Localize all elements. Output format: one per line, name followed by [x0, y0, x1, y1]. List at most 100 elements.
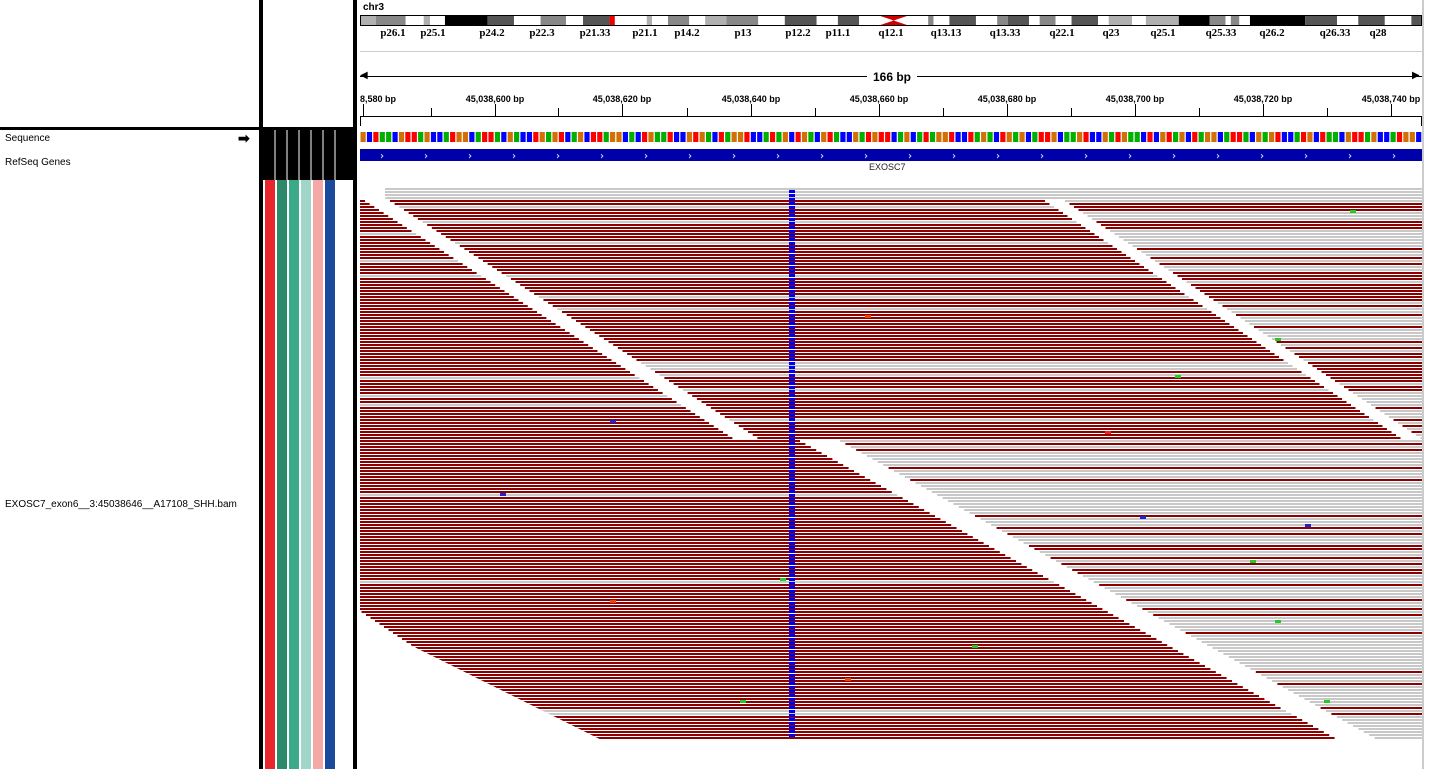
ideogram-band [1384, 16, 1412, 25]
ruler-tick-label: 45,038,720 bp [1233, 94, 1293, 104]
attribute-column-2[interactable] [289, 180, 299, 769]
aligned-read [406, 641, 1162, 643]
sequence-base [789, 132, 795, 142]
sequence-base [1134, 132, 1140, 142]
gene-strand-arrow-icon: › [600, 151, 604, 162]
aligned-read [538, 296, 1189, 298]
aligned-read [1142, 608, 1422, 610]
aligned-read [931, 491, 1422, 493]
span-label: 166 bp [867, 70, 918, 84]
variant-base [789, 498, 795, 501]
aligned-read [1110, 230, 1422, 232]
sequence-base [974, 132, 980, 142]
track-name-bam[interactable]: EXOSC7_exon6__3:45038646__A17108_SHH.bam [5, 499, 237, 510]
ruler-baseline [360, 116, 1422, 117]
variant-base [789, 206, 795, 209]
sequence-track[interactable] [360, 131, 1422, 143]
aligned-read [501, 704, 1276, 706]
variant-base [789, 734, 795, 737]
aligned-read [506, 275, 1158, 277]
track-name-refseq[interactable]: RefSeq Genes [5, 157, 71, 168]
sequence-base [578, 132, 584, 142]
aligned-read [360, 560, 1016, 562]
attribute-column-6[interactable] [337, 180, 347, 769]
sequence-base [1268, 132, 1275, 142]
aligned-read [1177, 275, 1422, 277]
sequence-base [1332, 132, 1339, 142]
panel-divider-left[interactable] [259, 0, 263, 769]
sequence-base [1179, 132, 1185, 142]
aligned-read [360, 467, 849, 469]
gene-strand-arrow-icon: › [1084, 151, 1088, 162]
aligned-read [1420, 437, 1422, 439]
aligned-read [1164, 266, 1422, 268]
aligned-read [571, 317, 1221, 319]
aligned-read [622, 350, 1270, 352]
sequence-base [731, 132, 737, 142]
ideogram-band [1209, 16, 1226, 25]
panel-divider-right[interactable] [353, 0, 357, 769]
aligned-read [1245, 320, 1422, 322]
aligned-read [1018, 539, 1422, 541]
sequence-base [360, 132, 366, 142]
sequence-base [392, 132, 398, 142]
attribute-column-3[interactable] [301, 180, 311, 769]
sequence-base [1051, 132, 1057, 142]
aligned-read [1200, 290, 1422, 292]
attribute-column-5[interactable] [325, 180, 335, 769]
ideogram-band [1145, 16, 1179, 25]
aligned-read [360, 215, 389, 217]
track-name-sequence[interactable]: Sequence [5, 133, 51, 144]
variant-base [789, 278, 795, 281]
attribute-column-0[interactable] [265, 180, 275, 769]
gene-strand-arrow-icon: › [424, 151, 428, 162]
gene-strand-arrow-icon: › [996, 151, 1000, 162]
ideogram-band [540, 16, 567, 25]
gene-strand-arrow-icon: › [1392, 151, 1396, 162]
variant-base [789, 434, 795, 437]
ruler-tick [1135, 104, 1136, 116]
aligned-read [641, 362, 1288, 364]
centromere-top [880, 16, 907, 21]
aligned-read [1158, 617, 1422, 619]
variant-base [789, 622, 795, 625]
attribute-color-columns[interactable] [263, 180, 353, 769]
variant-base [789, 634, 795, 637]
aligned-read [360, 359, 612, 361]
alignment-track[interactable] [360, 180, 1422, 769]
chromosome-ideogram[interactable] [360, 15, 1423, 27]
aligned-read [899, 473, 1422, 475]
variant-base [789, 722, 795, 725]
aligned-read [1141, 251, 1422, 253]
aligned-read [360, 533, 968, 535]
aligned-read [474, 686, 1243, 688]
aligned-read [420, 650, 1178, 652]
aligned-read [1173, 272, 1422, 274]
aligned-read [360, 374, 635, 376]
data-panel[interactable]: chr3 p26.1 p25.1 p24.2 p22.3 p21.33 p21.1 p14.… [357, 0, 1440, 769]
variant-base [789, 190, 795, 193]
position-ruler[interactable]: 8,580 bp 45,038,600 bp 45,038,620 bp 45,038… [357, 0, 1440, 128]
ruler-minor-tick [1071, 108, 1072, 116]
refseq-gene-track[interactable]: › › › › › › › › › › › › › › › › › › › › › › › › [360, 148, 1422, 162]
sequence-base [1121, 132, 1128, 142]
variant-base [789, 250, 795, 253]
aligned-read [1191, 284, 1422, 286]
strand-arrow-icon[interactable]: ➡ [238, 130, 250, 146]
sequence-base [520, 132, 526, 142]
attribute-column-4[interactable] [313, 180, 323, 769]
variant-base [789, 358, 795, 361]
aligned-read [379, 623, 1130, 625]
aligned-read [360, 224, 403, 226]
aligned-read [1288, 689, 1422, 691]
variant-base [789, 386, 795, 389]
aligned-read [1353, 392, 1422, 394]
aligned-read [915, 482, 1422, 484]
sequence-base [443, 132, 449, 142]
variant-base [789, 270, 795, 273]
aligned-read [402, 638, 1157, 640]
attribute-column-1[interactable] [277, 180, 287, 769]
gene-strand-arrow-icon: › [1128, 151, 1132, 162]
sequence-base [1339, 132, 1345, 142]
aligned-read [514, 713, 1292, 715]
